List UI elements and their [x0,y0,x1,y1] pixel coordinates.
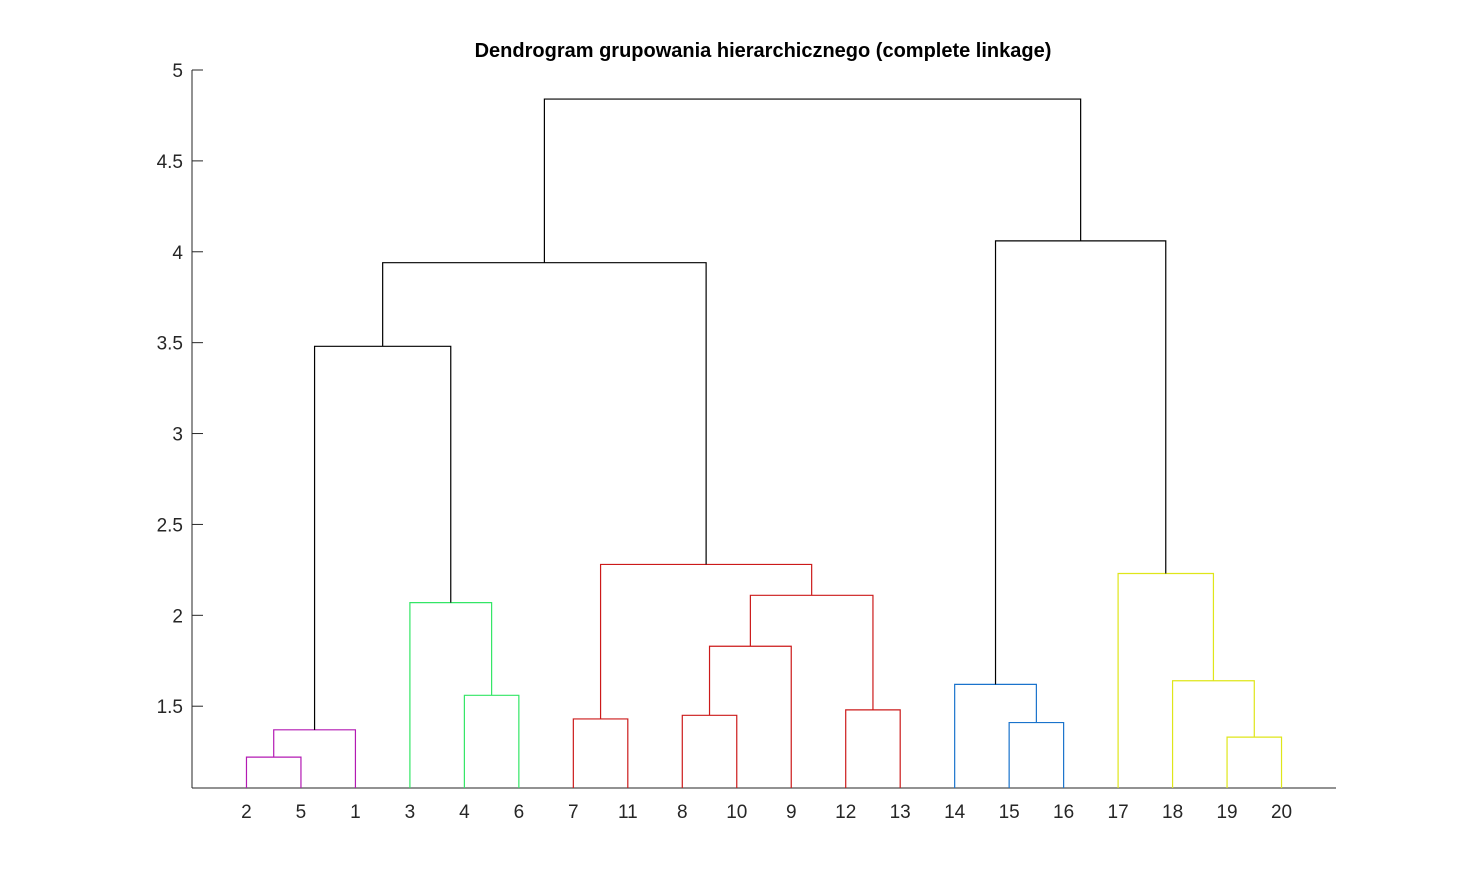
leaf-label: 11 [618,802,638,823]
leaf-label: 20 [1271,802,1292,823]
leaf-label: 12 [835,802,856,823]
dendrogram-link [463,694,520,788]
dendrogram-link [749,594,874,710]
dendrogram-link [1008,721,1065,788]
dendrogram-link [273,729,357,788]
leaf-label: 14 [944,802,966,823]
leaf-label: 18 [1162,802,1183,823]
dendrogram-link [994,240,1167,685]
dendrogram-link [245,756,302,788]
axes: 1.5 2 2.5 3 3.5 4 4.5 5 [157,61,1336,789]
leaf-label: 7 [568,802,579,823]
leaf-label: 1 [350,802,361,823]
dendrogram-link [708,645,792,788]
leaf-label: 5 [296,802,307,823]
y-tick-label: 3 [172,425,183,446]
y-tick-label: 3.5 [157,334,183,355]
y-tick-label: 5 [172,61,183,82]
dendrogram-link [382,262,707,565]
dendrogram-link [543,98,1082,263]
dendrogram-link [681,714,738,788]
leaf-label: 8 [677,802,688,823]
leaf-label: 19 [1216,802,1237,823]
leaf-label: 9 [786,802,797,823]
dendrogram-link [1117,572,1215,788]
dendrogram-links [245,98,1283,788]
leaf-label: 6 [514,802,525,823]
dendrogram-link [845,709,901,788]
y-tick-label: 4.5 [157,152,183,173]
y-tick-label: 2 [172,606,183,627]
dendrogram-link [599,563,813,719]
dendrogram-link [313,345,452,730]
y-tick-label: 4 [172,243,183,264]
leaf-label: 4 [459,802,470,823]
leaf-label: 17 [1108,802,1129,823]
y-tick-label: 1.5 [157,697,183,718]
leaf-labels: 2 5 1 3 4 6 7 11 8 10 9 12 13 14 15 16 17 18 19 20 [241,802,1292,823]
leaf-label: 3 [405,802,416,823]
dendrogram-link [954,683,1037,788]
leaf-label: 13 [890,802,911,823]
dendrogram-link [572,718,629,788]
leaf-label: 2 [241,802,252,823]
dendrogram-link [1171,680,1255,788]
chart-title: Dendrogram grupowania hierarchicznego (c… [475,40,1052,62]
leaf-label: 15 [999,802,1020,823]
leaf-label: 10 [726,802,747,823]
dendrogram-link [1226,736,1283,788]
y-tick-label: 2.5 [157,515,183,536]
leaf-label: 16 [1053,802,1074,823]
